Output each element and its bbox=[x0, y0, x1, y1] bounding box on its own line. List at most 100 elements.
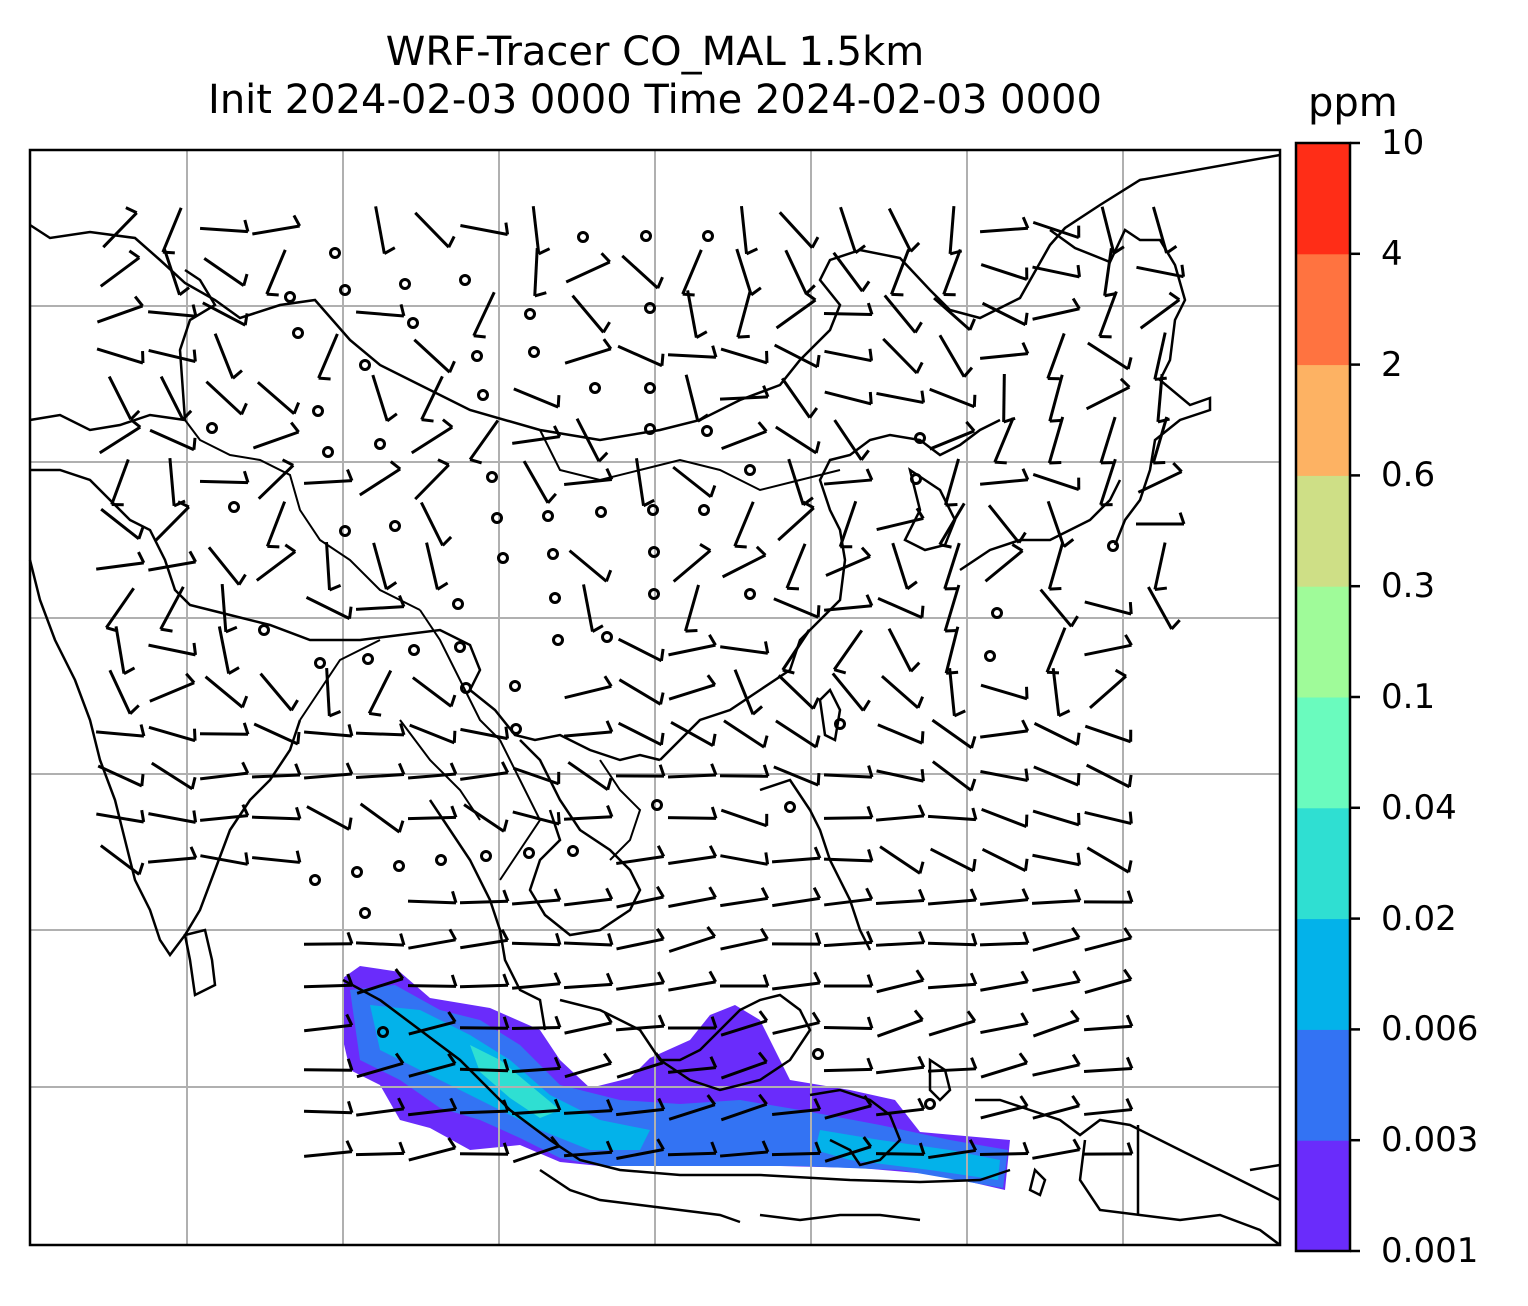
wind-barb bbox=[565, 260, 611, 284]
wind-barb bbox=[213, 333, 235, 379]
wind-barb-calm bbox=[524, 308, 536, 320]
wind-barb-feather bbox=[185, 672, 196, 684]
wind-barb bbox=[733, 669, 755, 715]
wind-barb-feather bbox=[971, 932, 978, 946]
wind-barb-feather bbox=[760, 887, 770, 900]
wind-barb bbox=[303, 772, 353, 780]
wind-barb bbox=[468, 419, 500, 461]
wind-barb bbox=[1147, 586, 1173, 630]
wind-barb bbox=[460, 727, 508, 741]
wind-barb-feather bbox=[909, 241, 921, 253]
wind-barb bbox=[303, 1109, 353, 1115]
wind-barb bbox=[148, 349, 196, 363]
wind-barb bbox=[1156, 373, 1164, 423]
wind-barb bbox=[775, 298, 817, 330]
wind-barb-feather bbox=[737, 334, 750, 339]
wind-barb-feather bbox=[909, 661, 921, 673]
wind-barb bbox=[781, 629, 811, 671]
wind-barb bbox=[256, 381, 296, 415]
wind-barb-feather bbox=[290, 421, 300, 433]
wind-barb bbox=[720, 937, 768, 951]
wind-barb-feather bbox=[1070, 615, 1079, 628]
wind-barb bbox=[325, 541, 331, 591]
wind-barb-feather bbox=[953, 709, 966, 718]
wind-barb-feather bbox=[1128, 601, 1133, 615]
wind-barb-feather bbox=[328, 583, 342, 592]
colorbar-tick-label: 0.1 bbox=[1381, 677, 1436, 717]
colorbar-segment bbox=[1296, 807, 1350, 920]
wind-barb bbox=[981, 847, 1027, 873]
wind-barb-feather bbox=[816, 773, 821, 786]
wind-barb-feather bbox=[1127, 860, 1133, 873]
wind-barb-feather bbox=[227, 666, 240, 675]
wind-barb bbox=[1048, 374, 1064, 422]
wind-barb-feather bbox=[129, 409, 141, 421]
wind-barb-calm bbox=[577, 231, 589, 243]
wind-barb-feather bbox=[695, 330, 708, 339]
wind-barb-feather bbox=[1021, 468, 1030, 481]
wind-barb bbox=[980, 729, 1028, 739]
wind-barb-calm bbox=[359, 359, 371, 371]
wind-barb-feather bbox=[711, 733, 717, 746]
colorbar-tick-label: 0.6 bbox=[1381, 455, 1436, 496]
gridlines bbox=[30, 150, 1280, 1245]
wind-barb bbox=[95, 730, 145, 738]
wind-barb bbox=[1085, 385, 1131, 411]
wind-barb-feather bbox=[710, 1141, 718, 1154]
wind-barb bbox=[265, 501, 287, 547]
wind-barb bbox=[305, 596, 351, 620]
wind-barb bbox=[253, 722, 299, 746]
wind-barb-feather bbox=[1020, 970, 1029, 983]
wind-barb-feather bbox=[913, 1009, 924, 1021]
wind-barb bbox=[876, 769, 924, 783]
wind-barb-feather bbox=[346, 1058, 354, 1071]
wind-barb-feather bbox=[502, 1099, 510, 1112]
wind-barb-feather bbox=[181, 409, 193, 421]
wind-barb-feather bbox=[397, 820, 405, 833]
wind-barb-feather bbox=[865, 594, 874, 607]
wind-barb-feather bbox=[810, 236, 820, 249]
wind-barb bbox=[684, 584, 700, 632]
wind-barb bbox=[252, 224, 300, 236]
wind-barb-feather bbox=[1154, 586, 1168, 591]
wind-barb bbox=[1047, 542, 1065, 590]
wind-barb bbox=[411, 676, 453, 708]
wind-barb-feather bbox=[600, 252, 611, 263]
wind-barb-feather bbox=[758, 1093, 768, 1106]
wind-barb bbox=[785, 543, 807, 589]
wind-barb bbox=[616, 1061, 664, 1079]
wind-barb-feather bbox=[866, 302, 874, 315]
colorbar-segment bbox=[1296, 1140, 1350, 1252]
wind-barb bbox=[1088, 675, 1128, 709]
wind-barb bbox=[96, 812, 144, 824]
wind-barb-feather bbox=[1180, 264, 1186, 277]
wind-barb bbox=[616, 937, 664, 951]
wind-barb-feather bbox=[1071, 1053, 1081, 1066]
wind-barb-feather bbox=[605, 569, 613, 582]
wind-barb bbox=[1136, 265, 1184, 279]
wind-barb-feather bbox=[863, 1095, 873, 1107]
wind-barb-feather bbox=[808, 407, 819, 419]
wind-barb bbox=[199, 814, 249, 822]
wind-barb-feather bbox=[656, 885, 665, 898]
wind-barb bbox=[199, 226, 249, 234]
wind-barb bbox=[775, 719, 817, 749]
wind-barb bbox=[877, 723, 923, 745]
wind-barb bbox=[617, 637, 663, 663]
wind-barb bbox=[148, 812, 196, 824]
wind-barb-feather bbox=[450, 805, 458, 818]
wind-barb bbox=[1103, 248, 1113, 296]
wind-barb bbox=[672, 465, 712, 499]
wind-barb-feather bbox=[813, 971, 822, 984]
wind-barb-calm bbox=[322, 446, 334, 458]
wind-barb-calm bbox=[547, 548, 559, 560]
wind-barb-feather bbox=[658, 764, 666, 777]
wind-barb bbox=[563, 730, 613, 738]
wind-barb-feather bbox=[546, 492, 557, 504]
wind-barb bbox=[413, 338, 451, 374]
wind-barb bbox=[876, 516, 924, 532]
wind-barb-feather bbox=[177, 500, 190, 509]
wind-barb-feather bbox=[504, 726, 510, 739]
wind-barb-calm bbox=[362, 653, 374, 665]
wind-barb bbox=[684, 374, 700, 422]
